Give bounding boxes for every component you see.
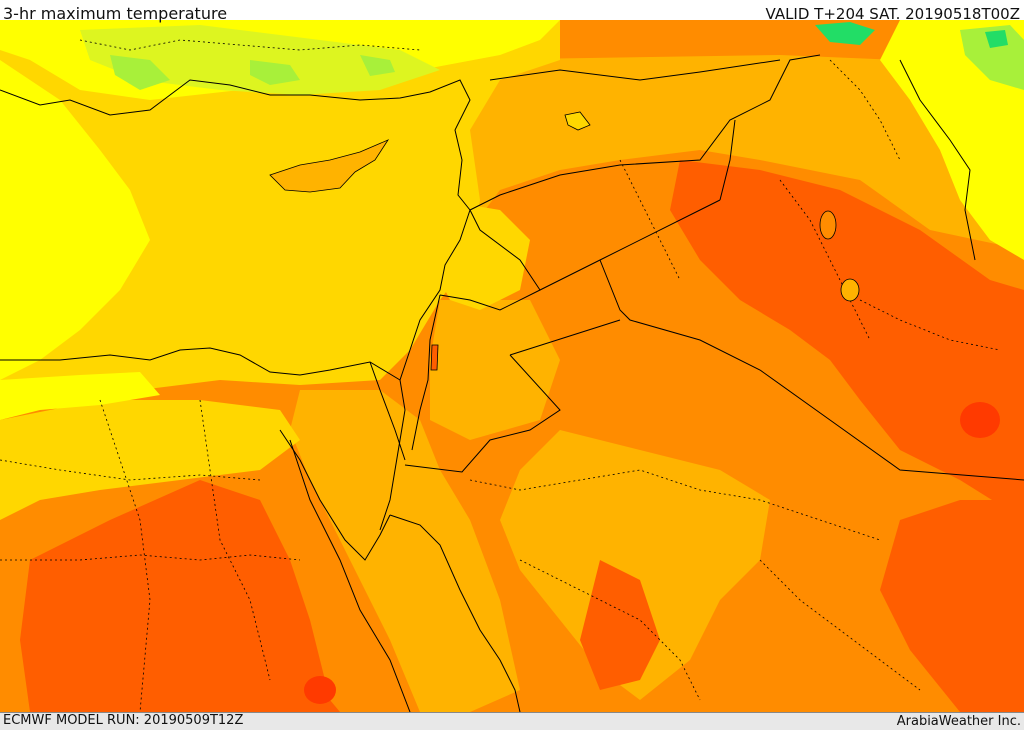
valid-time: VALID T+204 SAT. 20190518T00Z bbox=[765, 5, 1020, 23]
field-dark-orange-se bbox=[880, 500, 1024, 712]
field-gold-north-africa bbox=[0, 400, 300, 520]
field-yellow-northeast bbox=[880, 20, 1024, 260]
field-yellow-coast-africa bbox=[0, 372, 160, 420]
field-light-green-patches bbox=[110, 55, 395, 90]
field-amber-sinai bbox=[290, 390, 520, 712]
field-dark-orange-central bbox=[580, 560, 660, 690]
field-red-orange-spot bbox=[304, 676, 336, 704]
map-canvas bbox=[0, 20, 1024, 712]
lake-assad bbox=[564, 111, 591, 131]
lake-habbaniyah bbox=[840, 278, 860, 302]
political-borders bbox=[404, 54, 1024, 481]
field-amber-east bbox=[460, 55, 1024, 250]
cyprus-island bbox=[269, 139, 390, 193]
dead-sea bbox=[430, 344, 439, 371]
field-green-mountains bbox=[815, 22, 1008, 48]
regional-boundaries bbox=[0, 39, 1001, 712]
map-header: 3-hr maximum temperature VALID T+204 SAT… bbox=[0, 0, 1024, 23]
lake-tharthar bbox=[819, 210, 837, 240]
field-red-orange-spot-2 bbox=[960, 402, 1000, 438]
field-dark-orange-iraq bbox=[670, 160, 1024, 520]
field-yellow-green-turkey bbox=[80, 25, 440, 95]
field-dark-orange-egypt bbox=[20, 480, 340, 712]
field-amber-central bbox=[500, 430, 770, 700]
temperature-map bbox=[0, 20, 1024, 712]
field-gold-levant bbox=[430, 200, 530, 310]
map-footer: ECMWF MODEL RUN: 20190509T12Z ArabiaWeat… bbox=[0, 712, 1024, 730]
field-light-green-ne bbox=[960, 25, 1024, 90]
credit: ArabiaWeather Inc. bbox=[896, 714, 1021, 729]
field-amber-jordan bbox=[430, 300, 560, 440]
map-title: 3-hr maximum temperature bbox=[3, 4, 228, 23]
coastlines bbox=[0, 79, 521, 712]
field-yellow-west bbox=[0, 60, 150, 380]
model-run: ECMWF MODEL RUN: 20190509T12Z bbox=[3, 713, 244, 728]
